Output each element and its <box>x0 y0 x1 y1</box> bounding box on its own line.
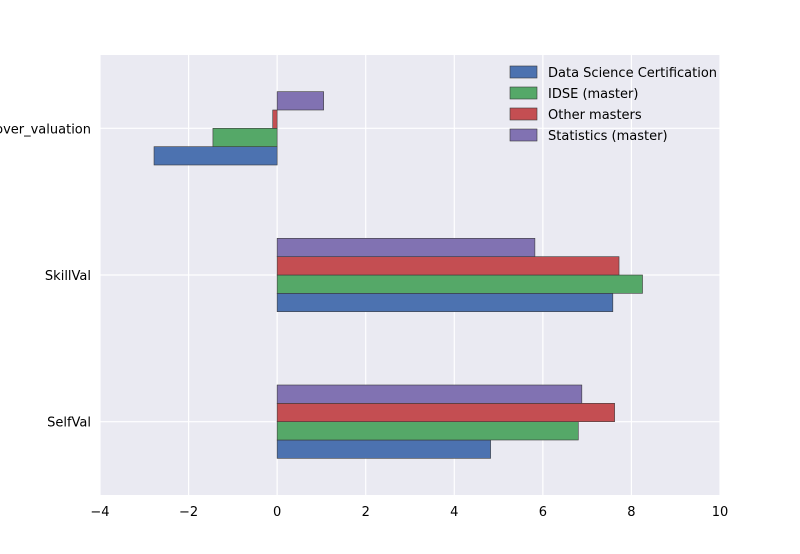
legend-swatch <box>509 128 538 142</box>
bar <box>276 421 579 441</box>
bar <box>276 293 614 312</box>
x-tick-label: 0 <box>273 505 281 520</box>
legend-label: Statistics (master) <box>548 129 668 144</box>
bar <box>276 256 620 276</box>
x-tick-label: −4 <box>90 505 109 520</box>
bar <box>276 274 643 294</box>
y-tick-label: SkillVal <box>45 269 91 284</box>
legend-label: Other masters <box>548 108 642 123</box>
bar <box>276 91 324 111</box>
bar <box>276 403 615 422</box>
x-tick-label: 8 <box>627 505 635 520</box>
x-tick-label: 10 <box>712 505 729 520</box>
bar <box>276 384 583 404</box>
y-tick-label: SelfVal <box>47 416 91 431</box>
bar <box>276 439 491 459</box>
legend-label: IDSE (master) <box>548 87 638 102</box>
legend-swatch <box>509 65 538 79</box>
x-tick-label: −2 <box>179 505 198 520</box>
x-tick-label: 4 <box>450 505 458 520</box>
x-tick-label: 6 <box>539 505 547 520</box>
x-tick-label: 2 <box>362 505 370 520</box>
y-tick-label: over_valuation <box>0 122 91 137</box>
legend-label: Data Science Certification <box>548 66 717 81</box>
bar <box>272 109 278 129</box>
legend-swatch <box>509 86 538 100</box>
legend-swatch <box>509 107 538 121</box>
bar <box>276 238 536 257</box>
bar <box>212 128 278 147</box>
bar <box>153 146 278 166</box>
